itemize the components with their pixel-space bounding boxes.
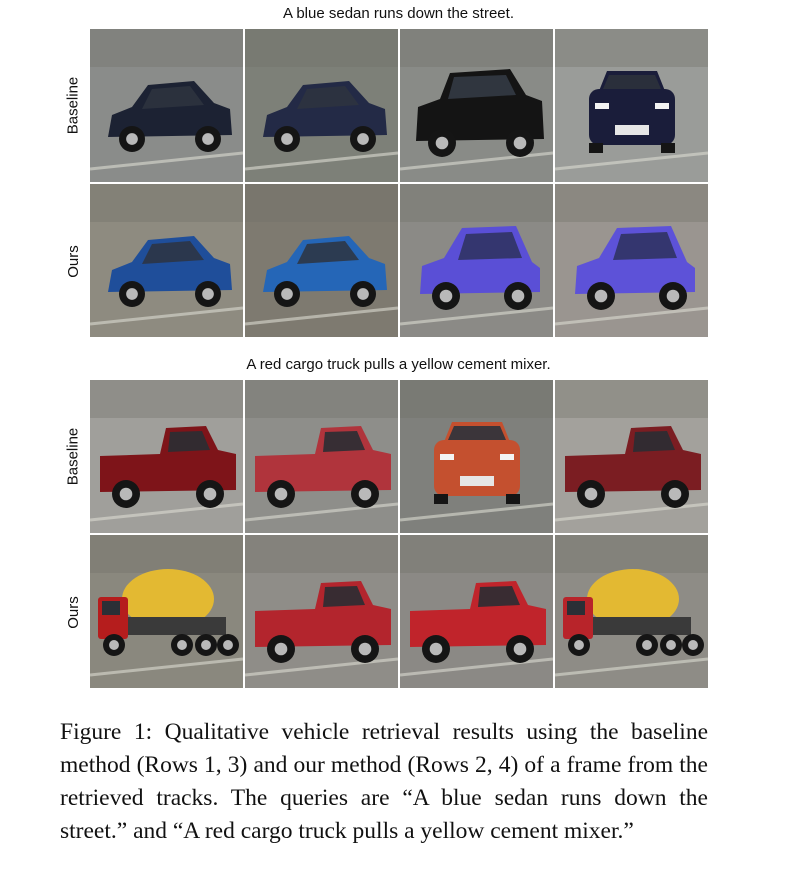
row-label-ours-1: Ours — [58, 184, 88, 339]
row-label-text: Baseline — [64, 76, 82, 135]
image-grid-query-1 — [90, 29, 708, 337]
retrieved-frame-ours-2 — [245, 535, 398, 688]
retrieved-frame-baseline-3 — [400, 380, 553, 533]
query-title-1: A blue sedan runs down the street. — [283, 5, 514, 22]
row-label-text: Ours — [64, 245, 82, 278]
retrieved-frame-baseline-1 — [90, 29, 243, 182]
row-label-baseline-2: Baseline — [58, 380, 88, 533]
image-grid-query-2 — [90, 380, 708, 688]
retrieved-frame-baseline-2 — [245, 380, 398, 533]
retrieved-frame-baseline-4 — [555, 380, 708, 533]
row-label-text: Ours — [64, 596, 82, 629]
row-label-text: Baseline — [64, 427, 82, 486]
retrieved-frame-ours-3 — [400, 184, 553, 337]
retrieved-frame-ours-3 — [400, 535, 553, 688]
retrieved-frame-ours-2 — [245, 184, 398, 337]
retrieved-frame-ours-1 — [90, 184, 243, 337]
figure-caption: Figure 1: Qualitative vehicle retrieval … — [60, 719, 708, 844]
retrieved-frame-ours-4 — [555, 535, 708, 688]
retrieved-frame-ours-1 — [90, 535, 243, 688]
retrieved-frame-baseline-3 — [400, 29, 553, 182]
retrieved-frame-baseline-1 — [90, 380, 243, 533]
row-label-ours-2: Ours — [58, 535, 88, 690]
query-title-2: A red cargo truck pulls a yellow cement … — [246, 356, 551, 373]
retrieved-frame-baseline-4 — [555, 29, 708, 182]
row-label-baseline-1: Baseline — [58, 29, 88, 182]
retrieved-frame-baseline-2 — [245, 29, 398, 182]
retrieved-frame-ours-4 — [555, 184, 708, 337]
